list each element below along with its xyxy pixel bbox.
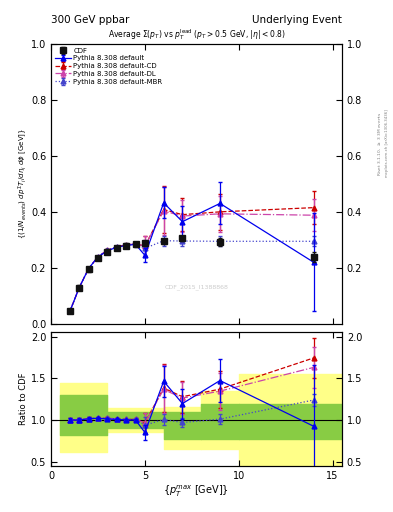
Text: Underlying Event: Underlying Event	[252, 14, 342, 25]
Title: Average $\Sigma(p_T)$ vs $p_T^{\rm lead}$ ($p_T > 0.5$ GeV, $|\eta| < 0.8$): Average $\Sigma(p_T)$ vs $p_T^{\rm lead}…	[108, 28, 285, 42]
Legend: CDF, Pythia 8.308 default, Pythia 8.308 default-CD, Pythia 8.308 default-DL, Pyt: CDF, Pythia 8.308 default, Pythia 8.308 …	[54, 46, 164, 86]
Text: Rivet 3.1.10, $\geq$ 3.3M events: Rivet 3.1.10, $\geq$ 3.3M events	[376, 111, 383, 176]
Y-axis label: $\{(1/N_{events})$ $dp^{\Sigma}T_i/d\eta_i$ $d\phi$ [GeV]$\}$: $\{(1/N_{events})$ $dp^{\Sigma}T_i/d\eta…	[17, 128, 29, 239]
Text: CDF_2015_I1388868: CDF_2015_I1388868	[165, 285, 228, 290]
Y-axis label: Ratio to CDF: Ratio to CDF	[19, 373, 28, 425]
X-axis label: $\{p_T^{max}$ [GeV]$\}$: $\{p_T^{max}$ [GeV]$\}$	[163, 483, 230, 499]
Text: mcplots.cern.ch [arXiv:1306.3436]: mcplots.cern.ch [arXiv:1306.3436]	[385, 110, 389, 177]
Text: 300 GeV ppbar: 300 GeV ppbar	[51, 14, 129, 25]
